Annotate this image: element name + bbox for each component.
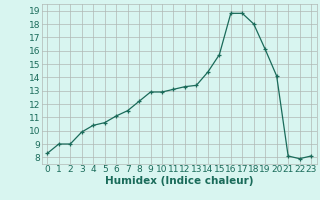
X-axis label: Humidex (Indice chaleur): Humidex (Indice chaleur) [105,176,253,186]
